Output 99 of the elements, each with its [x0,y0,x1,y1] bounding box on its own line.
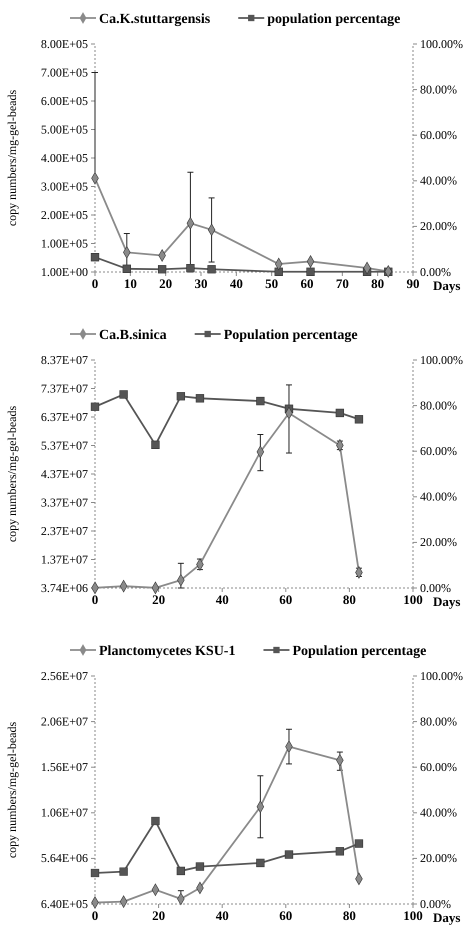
y-tick-label: 5.37E+07 [40,438,88,452]
y-tick-label: 1.56E+07 [40,760,88,774]
y-tick-label: 3.74E+06 [40,580,88,595]
y2-tick-label: 0.00% [420,580,451,595]
x-tick-label: 40 [216,592,229,608]
y-tick-label: 8.37E+07 [40,352,88,367]
legend-label: Population percentage [292,644,426,659]
point [274,268,283,276]
point [176,866,186,876]
y2-tick-label: 100.00% [420,668,463,683]
x-tick-label: 80 [342,592,356,608]
y2-tick-label: 80.00% [420,714,457,728]
y-tick-label: 1.00E+05 [40,236,88,250]
x-tick-label: 50 [265,276,278,292]
y2-tick-label: 20.00% [420,535,457,550]
x-tick-label: 0 [92,276,98,292]
point [207,265,216,274]
point [158,265,166,274]
x-tick-label: 60 [300,276,314,292]
y2-tick-label: 80.00% [420,82,457,96]
y-tick-label: 3.00E+05 [40,179,88,194]
legend-label: Ca.B.sinica [99,328,167,343]
x-tick-label: 40 [216,908,229,924]
point [354,839,364,848]
y2-tick-label: 60.00% [420,760,457,774]
legend-label: Ca.K.stuttargensis [99,12,211,27]
x-tick-label: 100 [403,908,423,924]
y-tick-label: 6.37E+07 [40,410,88,424]
y-tick-label: 1.37E+07 [40,552,88,566]
point [256,858,265,868]
y-axis-title: copy numbers/mg-gel-beads [5,406,19,542]
point [90,868,100,878]
point [354,415,364,424]
y2-tick-label: 60.00% [420,444,457,458]
x-tick-label: 20 [159,276,172,292]
y2-tick-label: 20.00% [420,219,457,234]
y-tick-label: 2.56E+07 [40,668,88,683]
point [284,850,294,859]
y-tick-label: 4.37E+07 [40,466,88,481]
legend-label: Population percentage [224,328,358,343]
y2-tick-label: 100.00% [420,36,463,51]
y-tick-label: 7.37E+07 [40,381,88,396]
legend-label: Planctomycetes KSU-1 [99,644,236,659]
x-tick-label: 100 [403,592,423,608]
x-tick-label: 20 [152,592,166,608]
y-tick-label: 7.00E+05 [40,65,88,80]
y2-tick-label: 40.00% [420,174,457,188]
point [336,408,344,418]
point [151,440,160,449]
x-tick-label: 0 [92,592,98,608]
y2-tick-label: 60.00% [420,128,457,142]
legend-label: population percentage [267,12,400,27]
point [90,253,100,262]
x-tick-label: 10 [124,276,137,292]
point [336,847,344,856]
x-tick-label: 80 [342,908,356,924]
point [256,396,265,406]
point [122,264,131,273]
x-tick-label: 70 [336,276,349,292]
x-axis-title: Days [433,594,460,609]
x-tick-label: 60 [279,592,292,608]
y-tick-label: 4.00E+05 [40,150,88,165]
point [196,862,204,871]
y-tick-label: 6.00E+05 [40,94,88,108]
x-tick-label: 30 [194,276,208,292]
y-axis-title: copy numbers/mg-gel-beads [5,722,19,858]
point [119,867,128,876]
point [306,268,315,276]
x-tick-label: 80 [371,276,384,292]
y-tick-label: 1.06E+07 [40,806,88,820]
point [90,402,100,411]
x-axis-title: Days [433,278,460,293]
y2-tick-label: 100.00% [420,352,463,367]
y2-tick-label: 80.00% [420,398,457,412]
x-axis-title: Days [433,910,460,925]
x-tick-label: 60 [279,908,292,924]
point [176,392,186,400]
point [119,390,128,399]
y-tick-label: 5.00E+05 [40,122,88,136]
x-tick-label: 20 [152,908,166,924]
x-tick-label: 40 [230,276,243,292]
y-tick-label: 5.64E+06 [40,851,88,866]
point [196,394,204,402]
y-tick-label: 3.37E+07 [40,495,88,510]
y-axis-title: copy numbers/mg-gel-beads [5,90,19,226]
y2-tick-label: 40.00% [420,806,457,820]
y-tick-label: 2.06E+07 [40,714,88,728]
y2-tick-label: 20.00% [420,851,457,866]
y-tick-label: 8.00E+05 [40,36,88,51]
y-tick-label: 6.40E+05 [40,896,88,911]
y-tick-label: 2.37E+07 [40,524,88,538]
y2-tick-label: 0.00% [420,896,451,911]
point [151,816,160,826]
y-tick-label: 2.00E+05 [40,208,88,222]
x-tick-label: 0 [92,908,98,924]
x-tick-label: 90 [406,276,420,292]
y-tick-label: 1.00E+00 [40,264,88,279]
y2-tick-label: 40.00% [420,490,457,504]
y2-tick-label: 0.00% [420,264,451,279]
